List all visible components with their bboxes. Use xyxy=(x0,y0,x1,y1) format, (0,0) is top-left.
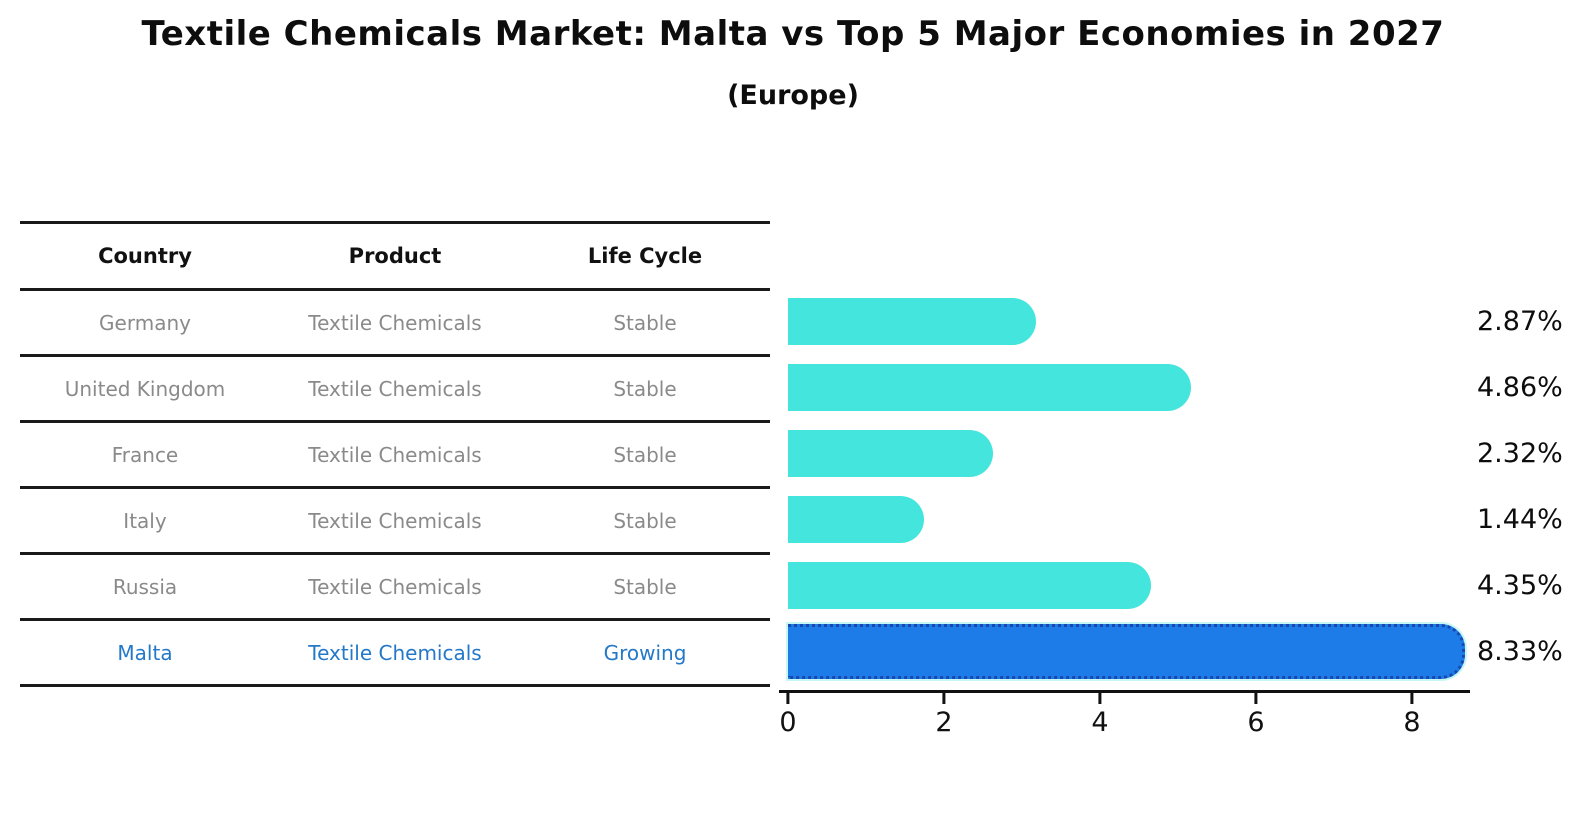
bar-italy xyxy=(788,495,925,543)
bar-row xyxy=(788,486,1488,552)
x-axis-line xyxy=(779,690,1470,693)
cell-product: Textile Chemicals xyxy=(308,640,482,665)
table-row-germany: Germany Textile Chemicals Stable xyxy=(20,291,770,357)
tick-label: 8 xyxy=(1403,707,1421,738)
cell-life-cycle: Growing xyxy=(603,640,687,665)
cell-product: Textile Chemicals xyxy=(308,508,482,533)
chart-subtitle: (Europe) xyxy=(727,80,859,111)
cell-country: Russia xyxy=(112,574,178,599)
bar-row xyxy=(788,420,1488,486)
bar-russia xyxy=(788,561,1152,609)
cell-life-cycle: Stable xyxy=(613,376,677,401)
x-tick: 4 xyxy=(1091,693,1109,738)
value-label-italy: 1.44% xyxy=(1477,503,1563,535)
cell-country: United Kingdom xyxy=(64,376,226,401)
bar-row xyxy=(788,618,1488,684)
bar-chart xyxy=(788,288,1488,684)
bar-row xyxy=(788,288,1488,354)
bar-row xyxy=(788,354,1488,420)
table-row-united-kingdom: United Kingdom Textile Chemicals Stable xyxy=(20,357,770,423)
tick-mark xyxy=(1410,693,1414,704)
x-tick: 8 xyxy=(1403,693,1421,738)
x-tick: 0 xyxy=(779,693,797,738)
tick-label: 6 xyxy=(1247,707,1265,738)
tick-label: 2 xyxy=(935,707,953,738)
cell-country: Malta xyxy=(117,640,173,665)
tick-mark xyxy=(786,693,790,704)
bar-france xyxy=(788,429,993,477)
bar-row xyxy=(788,552,1488,618)
cell-country: Germany xyxy=(99,310,191,335)
tick-label: 0 xyxy=(779,707,797,738)
table-row-italy: Italy Textile Chemicals Stable xyxy=(20,489,770,555)
cell-life-cycle: Stable xyxy=(613,442,677,467)
table-row-france: France Textile Chemicals Stable xyxy=(20,423,770,489)
cell-product: Textile Chemicals xyxy=(308,376,482,401)
header-cell-product: Product xyxy=(348,244,442,268)
value-label-malta: 8.33% xyxy=(1477,635,1563,667)
value-label-united-kingdom: 4.86% xyxy=(1477,371,1563,403)
cell-country: Italy xyxy=(123,508,167,533)
x-tick: 2 xyxy=(935,693,953,738)
tick-mark xyxy=(942,693,946,704)
bar-united-kingdom xyxy=(788,363,1192,411)
tick-label: 4 xyxy=(1091,707,1109,738)
bar-germany xyxy=(788,297,1036,345)
cell-life-cycle: Stable xyxy=(613,574,677,599)
tick-mark xyxy=(1254,693,1258,704)
cell-country: France xyxy=(111,442,179,467)
cell-product: Textile Chemicals xyxy=(308,574,482,599)
value-labels: 2.87% 4.86% 2.32% 1.44% 4.35% 8.33% xyxy=(1477,288,1563,684)
country-table: Country Product Life Cycle Germany Texti… xyxy=(20,221,770,687)
value-label-germany: 2.87% xyxy=(1477,305,1563,337)
bar-malta xyxy=(788,623,1465,679)
table-header-row: Country Product Life Cycle xyxy=(20,221,770,291)
cell-life-cycle: Stable xyxy=(613,508,677,533)
table-row-russia: Russia Textile Chemicals Stable xyxy=(20,555,770,621)
value-label-france: 2.32% xyxy=(1477,437,1563,469)
tick-mark xyxy=(1098,693,1102,704)
table-row-malta: Malta Textile Chemicals Growing xyxy=(20,621,770,687)
header-cell-country: Country xyxy=(98,244,192,268)
x-tick: 6 xyxy=(1247,693,1265,738)
cell-product: Textile Chemicals xyxy=(308,442,482,467)
cell-life-cycle: Stable xyxy=(613,310,677,335)
cell-product: Textile Chemicals xyxy=(308,310,482,335)
value-label-russia: 4.35% xyxy=(1477,569,1563,601)
header-cell-life-cycle: Life Cycle xyxy=(587,244,703,268)
chart-title: Textile Chemicals Market: Malta vs Top 5… xyxy=(141,14,1445,54)
